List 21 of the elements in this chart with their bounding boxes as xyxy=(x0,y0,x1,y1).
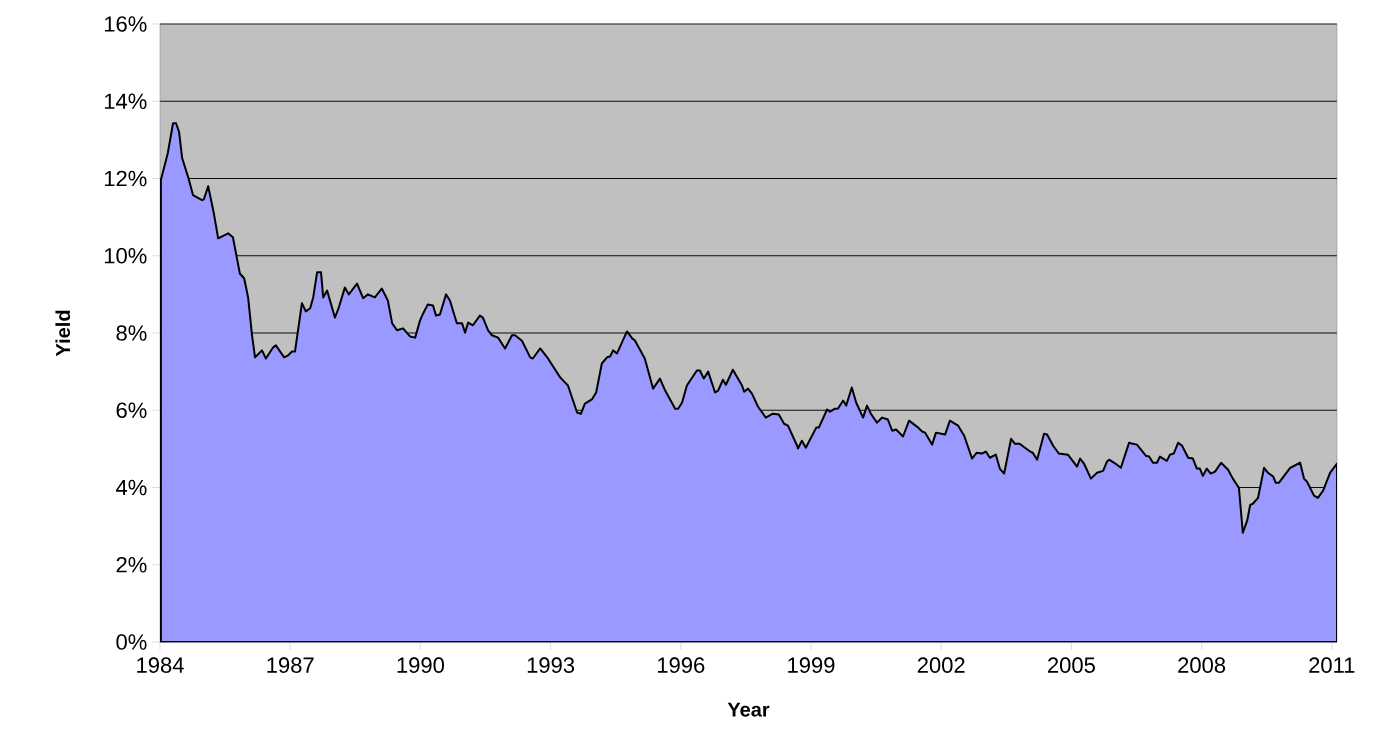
x-tick-label: 1990 xyxy=(397,657,445,673)
y-tick-label: 14% xyxy=(104,93,147,109)
y-tick-label: 12% xyxy=(104,170,147,187)
y-tick-label: 2% xyxy=(116,556,147,573)
x-tick-label: 1987 xyxy=(267,657,314,673)
y-tick-label: 16% xyxy=(104,16,147,32)
y-tick-label: 8% xyxy=(116,325,147,341)
y-axis-title: Yield xyxy=(55,310,71,357)
y-tick-label: 0% xyxy=(116,634,147,650)
x-tick-label: 1993 xyxy=(527,657,575,673)
x-tick-label: 2002 xyxy=(917,657,965,673)
x-axis-title: Year xyxy=(727,702,770,717)
x-tick-label: 1984 xyxy=(137,657,184,673)
y-tick-label: 4% xyxy=(116,479,147,496)
x-tick-label: 2008 xyxy=(1178,657,1226,673)
x-tick-label: 2011 xyxy=(1309,657,1355,673)
y-tick-label: 10% xyxy=(104,247,147,264)
x-tick-label: 1999 xyxy=(788,657,835,673)
x-tick-label: 2005 xyxy=(1048,657,1095,673)
y-tick-label: 6% xyxy=(116,402,147,419)
x-tick-label: 1996 xyxy=(658,657,705,673)
